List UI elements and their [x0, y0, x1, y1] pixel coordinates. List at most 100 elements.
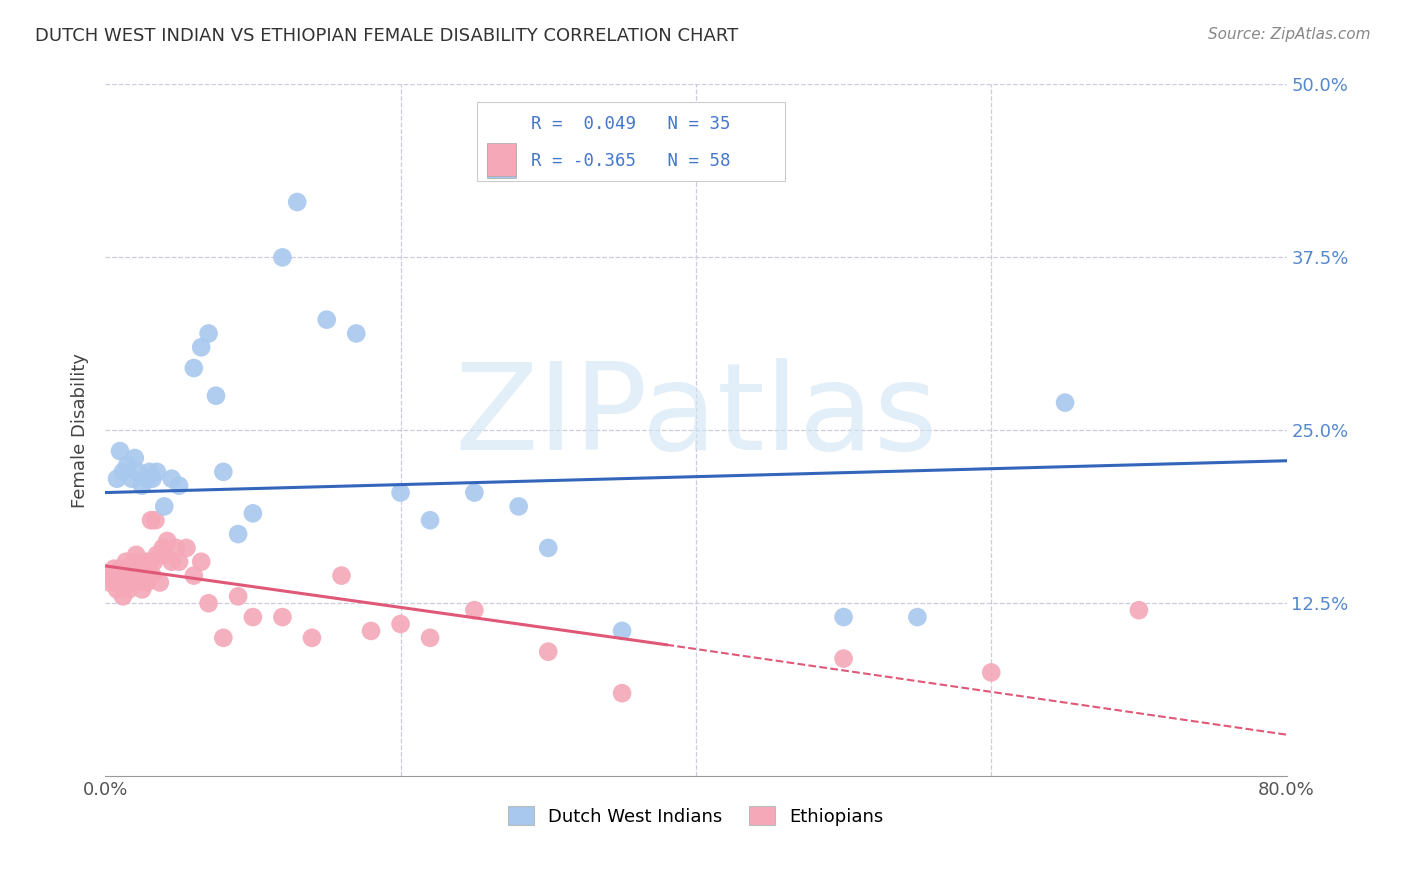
Point	[142, 555, 165, 569]
Point	[138, 562, 160, 576]
Text: R =  0.049   N = 35: R = 0.049 N = 35	[530, 115, 730, 133]
Point	[117, 575, 139, 590]
Point	[120, 562, 142, 576]
Point	[197, 326, 219, 341]
Point	[98, 575, 121, 590]
Point	[121, 472, 143, 486]
Point	[301, 631, 323, 645]
Point	[197, 596, 219, 610]
Point	[117, 458, 139, 472]
Point	[190, 555, 212, 569]
Point	[112, 568, 135, 582]
Point	[508, 500, 530, 514]
Point	[160, 555, 183, 569]
Point	[107, 568, 129, 582]
Point	[145, 513, 167, 527]
Point	[108, 562, 131, 576]
Point	[129, 568, 152, 582]
Point	[121, 575, 143, 590]
Point	[152, 541, 174, 555]
Point	[115, 555, 138, 569]
Bar	[486, 143, 516, 176]
Point	[980, 665, 1002, 680]
Point	[127, 575, 149, 590]
Point	[389, 485, 412, 500]
Point	[190, 340, 212, 354]
Point	[832, 610, 855, 624]
Point	[165, 541, 187, 555]
Point	[315, 312, 337, 326]
Point	[101, 568, 124, 582]
Point	[537, 645, 560, 659]
Point	[226, 527, 249, 541]
Point	[141, 472, 163, 486]
Point	[610, 624, 633, 638]
Point	[419, 513, 441, 527]
Point	[212, 631, 235, 645]
Point	[183, 568, 205, 582]
Point	[205, 389, 228, 403]
Point	[153, 500, 176, 514]
Text: R = -0.365   N = 58: R = -0.365 N = 58	[530, 153, 730, 170]
Point	[128, 555, 150, 569]
Point	[124, 568, 146, 582]
Point	[136, 555, 159, 569]
FancyBboxPatch shape	[478, 102, 785, 181]
Point	[131, 582, 153, 597]
Point	[832, 651, 855, 665]
Legend: Dutch West Indians, Ethiopians: Dutch West Indians, Ethiopians	[501, 799, 890, 833]
Text: DUTCH WEST INDIAN VS ETHIOPIAN FEMALE DISABILITY CORRELATION CHART: DUTCH WEST INDIAN VS ETHIOPIAN FEMALE DI…	[35, 27, 738, 45]
Point	[344, 326, 367, 341]
Point	[271, 251, 294, 265]
Point	[156, 533, 179, 548]
Point	[146, 465, 169, 479]
Point	[127, 465, 149, 479]
Point	[134, 568, 156, 582]
Text: Source: ZipAtlas.com: Source: ZipAtlas.com	[1208, 27, 1371, 42]
Point	[108, 444, 131, 458]
Bar	[486, 145, 516, 178]
Point	[537, 541, 560, 555]
Point	[1054, 395, 1077, 409]
Point	[271, 610, 294, 624]
Point	[132, 555, 155, 569]
Point	[146, 548, 169, 562]
Point	[141, 568, 163, 582]
Point	[419, 631, 441, 645]
Point	[149, 575, 172, 590]
Point	[330, 568, 353, 582]
Point	[183, 361, 205, 376]
Point	[104, 575, 127, 590]
Point	[1128, 603, 1150, 617]
Point	[135, 472, 157, 486]
Point	[135, 575, 157, 590]
Point	[111, 590, 134, 604]
Point	[463, 485, 485, 500]
Text: ZIPatlas: ZIPatlas	[454, 358, 938, 475]
Point	[103, 562, 125, 576]
Point	[105, 582, 128, 597]
Point	[124, 450, 146, 465]
Point	[176, 541, 198, 555]
Point	[167, 478, 190, 492]
Point	[105, 472, 128, 486]
Point	[242, 506, 264, 520]
Point	[138, 465, 160, 479]
Point	[111, 465, 134, 479]
Point	[139, 513, 162, 527]
Point	[122, 555, 145, 569]
Point	[905, 610, 928, 624]
Point	[212, 465, 235, 479]
Point	[167, 555, 190, 569]
Point	[242, 610, 264, 624]
Point	[389, 617, 412, 632]
Point	[160, 472, 183, 486]
Point	[226, 590, 249, 604]
Point	[360, 624, 382, 638]
Point	[463, 603, 485, 617]
Point	[118, 582, 141, 597]
Point	[285, 194, 308, 209]
Point	[110, 575, 132, 590]
Point	[153, 548, 176, 562]
Point	[610, 686, 633, 700]
